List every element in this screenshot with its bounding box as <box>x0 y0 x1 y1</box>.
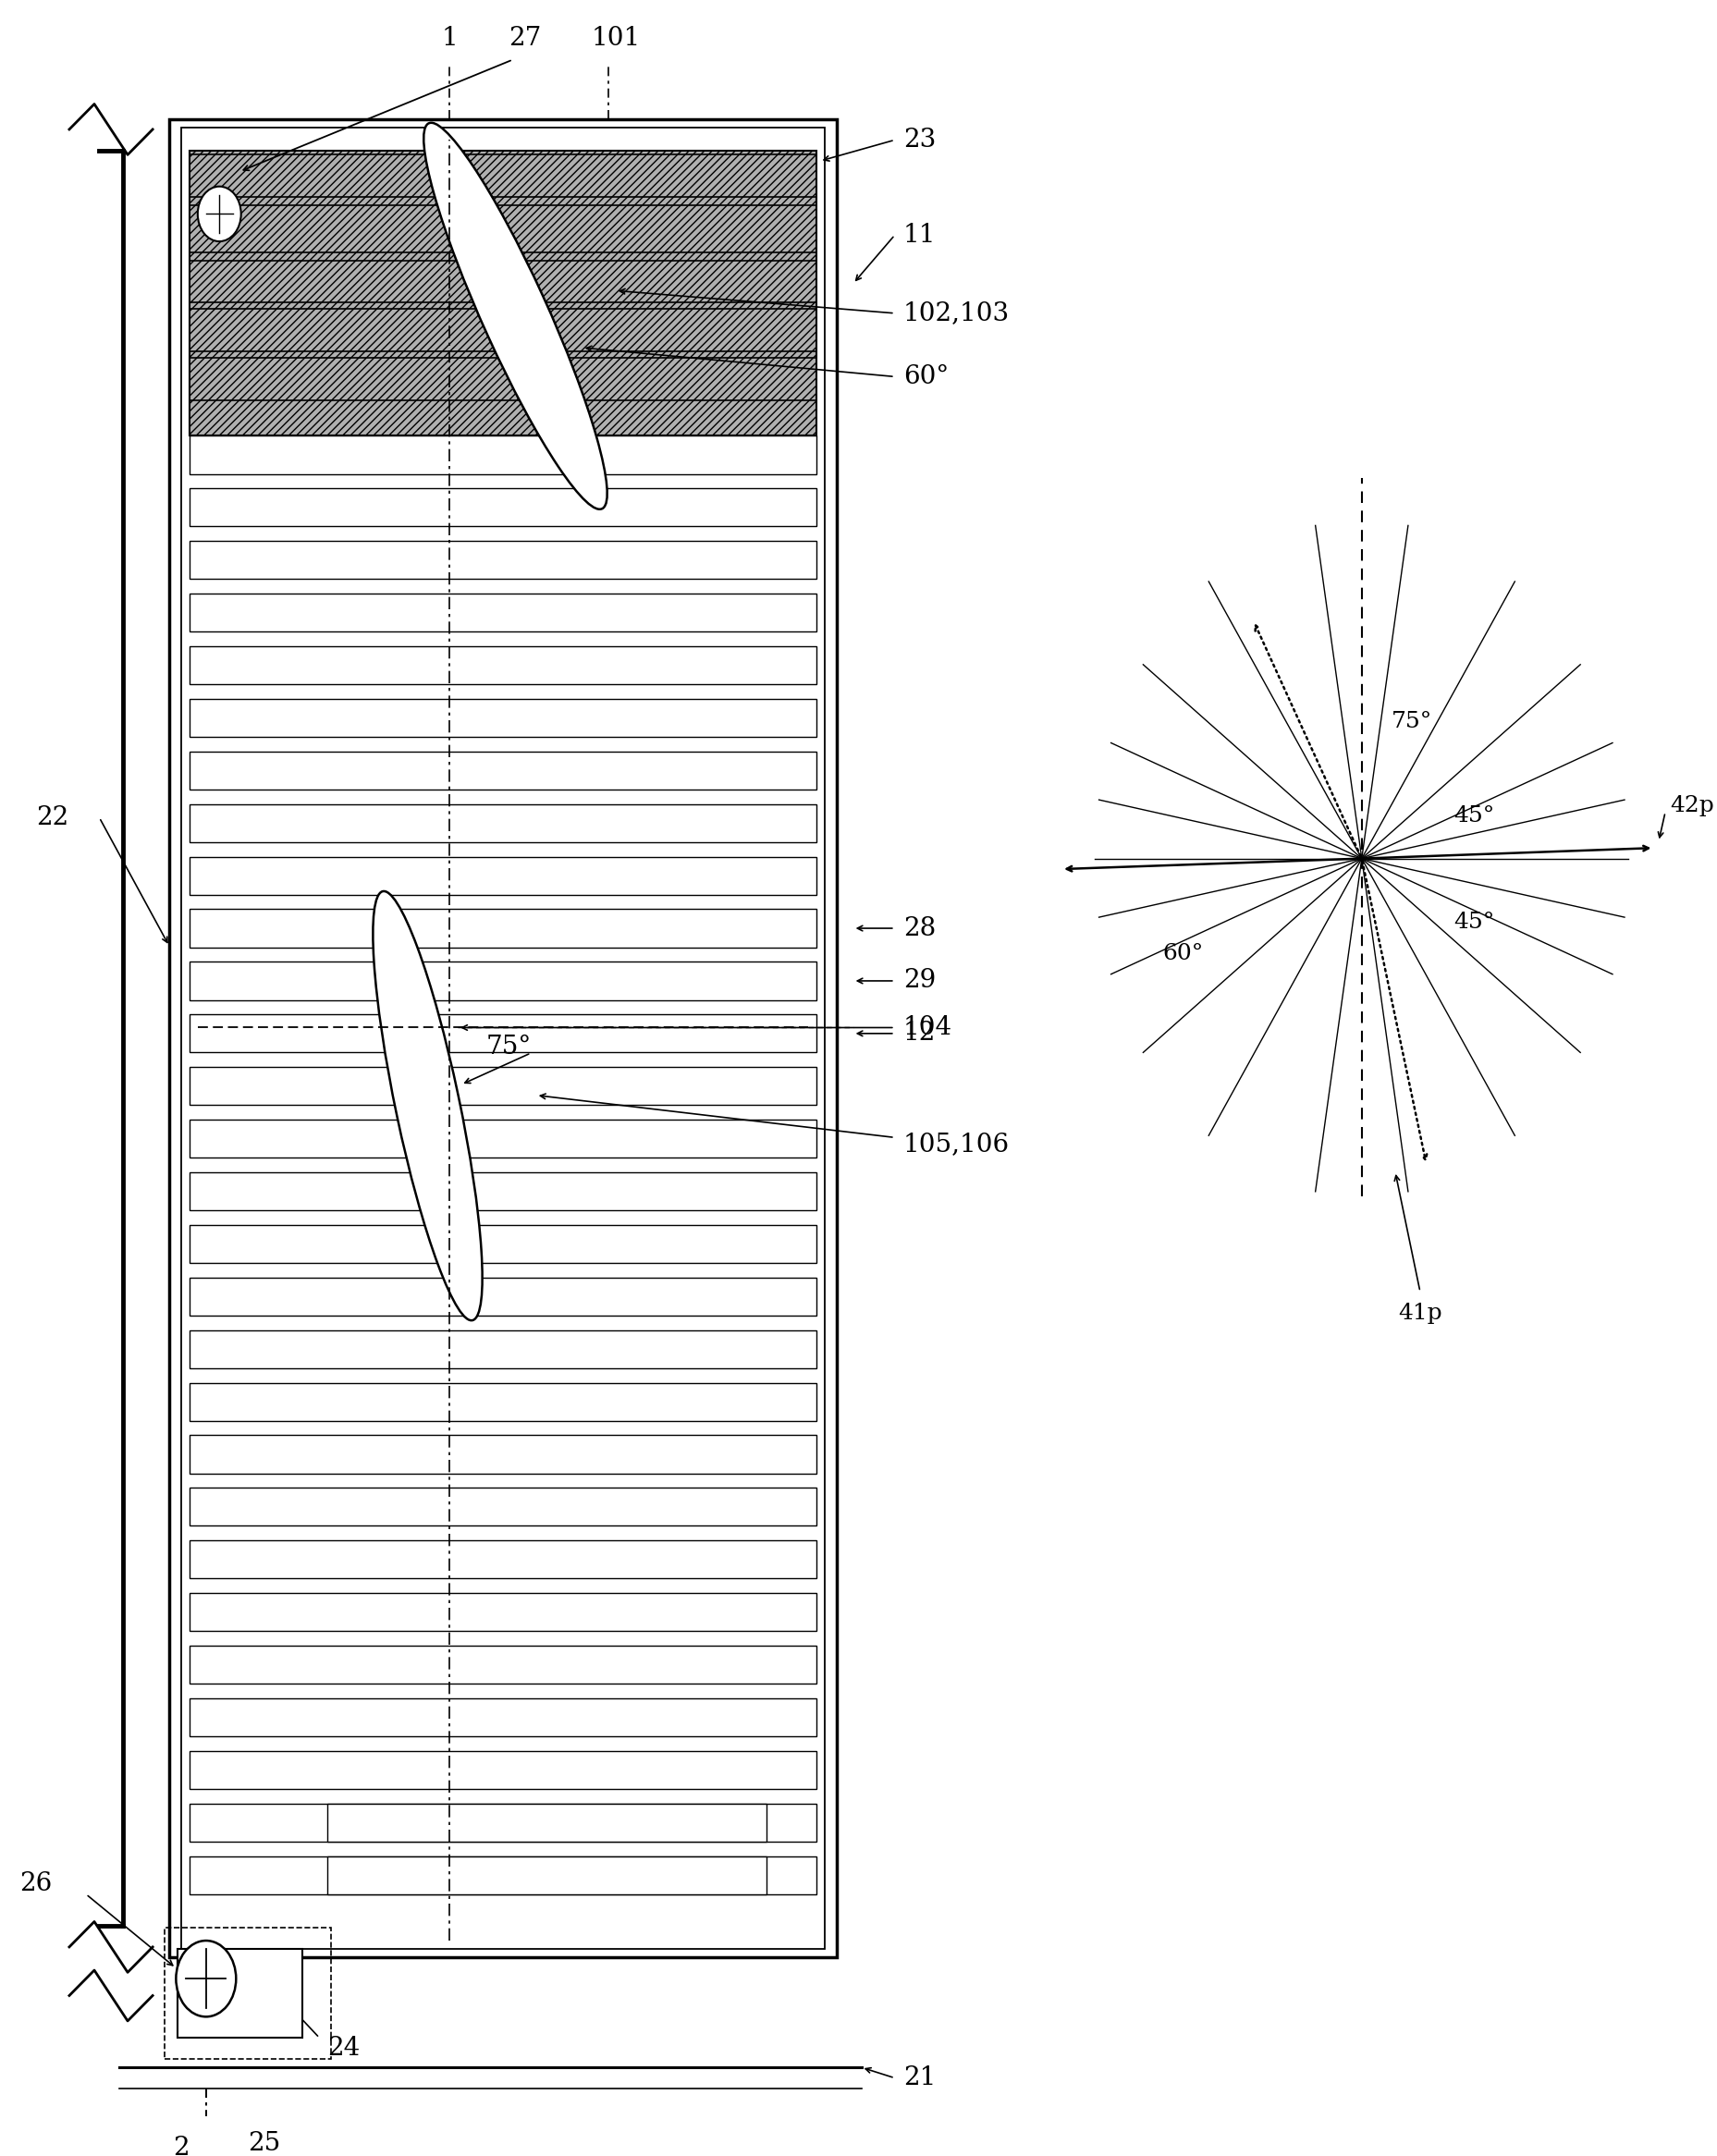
Text: 60°: 60° <box>903 364 950 388</box>
Bar <box>328 1856 766 1895</box>
Text: 11: 11 <box>903 222 936 248</box>
Bar <box>189 436 816 474</box>
Text: 28: 28 <box>903 916 936 940</box>
Text: 45°: 45° <box>1454 912 1494 934</box>
Circle shape <box>177 1940 235 2016</box>
Bar <box>328 1802 766 1841</box>
Text: 22: 22 <box>36 804 69 830</box>
Text: 2: 2 <box>173 2134 189 2156</box>
Text: 75°: 75° <box>1392 711 1432 731</box>
Text: 101: 101 <box>592 26 640 52</box>
Bar <box>189 593 816 632</box>
Bar <box>189 205 816 252</box>
Bar <box>189 1173 816 1210</box>
Text: 25: 25 <box>247 2130 280 2156</box>
Text: 24: 24 <box>328 2035 361 2061</box>
Text: 12: 12 <box>903 1022 936 1046</box>
Bar <box>189 752 816 789</box>
Text: 45°: 45° <box>1454 806 1494 828</box>
Text: 27: 27 <box>508 26 541 52</box>
Ellipse shape <box>373 890 482 1319</box>
Bar <box>189 1225 816 1263</box>
Bar <box>189 647 816 683</box>
Bar <box>189 261 816 302</box>
Circle shape <box>197 185 240 241</box>
Bar <box>189 1751 816 1789</box>
Text: 23: 23 <box>903 127 936 153</box>
Bar <box>170 119 836 1958</box>
Text: 29: 29 <box>903 968 936 994</box>
Text: 21: 21 <box>903 2065 936 2091</box>
Bar <box>189 1119 816 1158</box>
Bar <box>189 1067 816 1106</box>
Bar <box>189 1699 816 1736</box>
Bar <box>189 1856 816 1895</box>
Bar <box>189 1382 816 1421</box>
Text: 104: 104 <box>903 1015 953 1039</box>
Text: 41p: 41p <box>1398 1302 1442 1324</box>
Bar <box>189 804 816 843</box>
Text: 26: 26 <box>19 1871 52 1895</box>
Bar <box>189 358 816 399</box>
Bar <box>189 1802 816 1841</box>
Bar <box>177 1949 302 2037</box>
Bar <box>189 962 816 1000</box>
Bar <box>189 541 816 580</box>
Bar <box>189 155 816 196</box>
Bar <box>189 1330 816 1369</box>
Bar <box>189 308 816 351</box>
Bar <box>189 699 816 737</box>
Text: 42p: 42p <box>1671 796 1715 817</box>
Text: 60°: 60° <box>1162 942 1204 964</box>
Bar <box>189 1542 816 1578</box>
Bar <box>189 151 816 436</box>
Bar <box>189 1488 816 1526</box>
Text: 102,103: 102,103 <box>903 302 1010 326</box>
Text: 1: 1 <box>441 26 458 52</box>
Ellipse shape <box>424 123 608 509</box>
Bar <box>180 127 824 1949</box>
Bar <box>189 489 816 526</box>
Bar <box>189 1279 816 1315</box>
Text: 75°: 75° <box>486 1035 532 1059</box>
Bar <box>189 1436 816 1473</box>
Bar <box>189 1645 816 1684</box>
Bar <box>189 1593 816 1632</box>
Bar <box>165 1927 331 2059</box>
Bar <box>189 1015 816 1052</box>
Bar <box>189 856 816 895</box>
Bar <box>189 910 816 946</box>
Text: 105,106: 105,106 <box>903 1132 1010 1156</box>
